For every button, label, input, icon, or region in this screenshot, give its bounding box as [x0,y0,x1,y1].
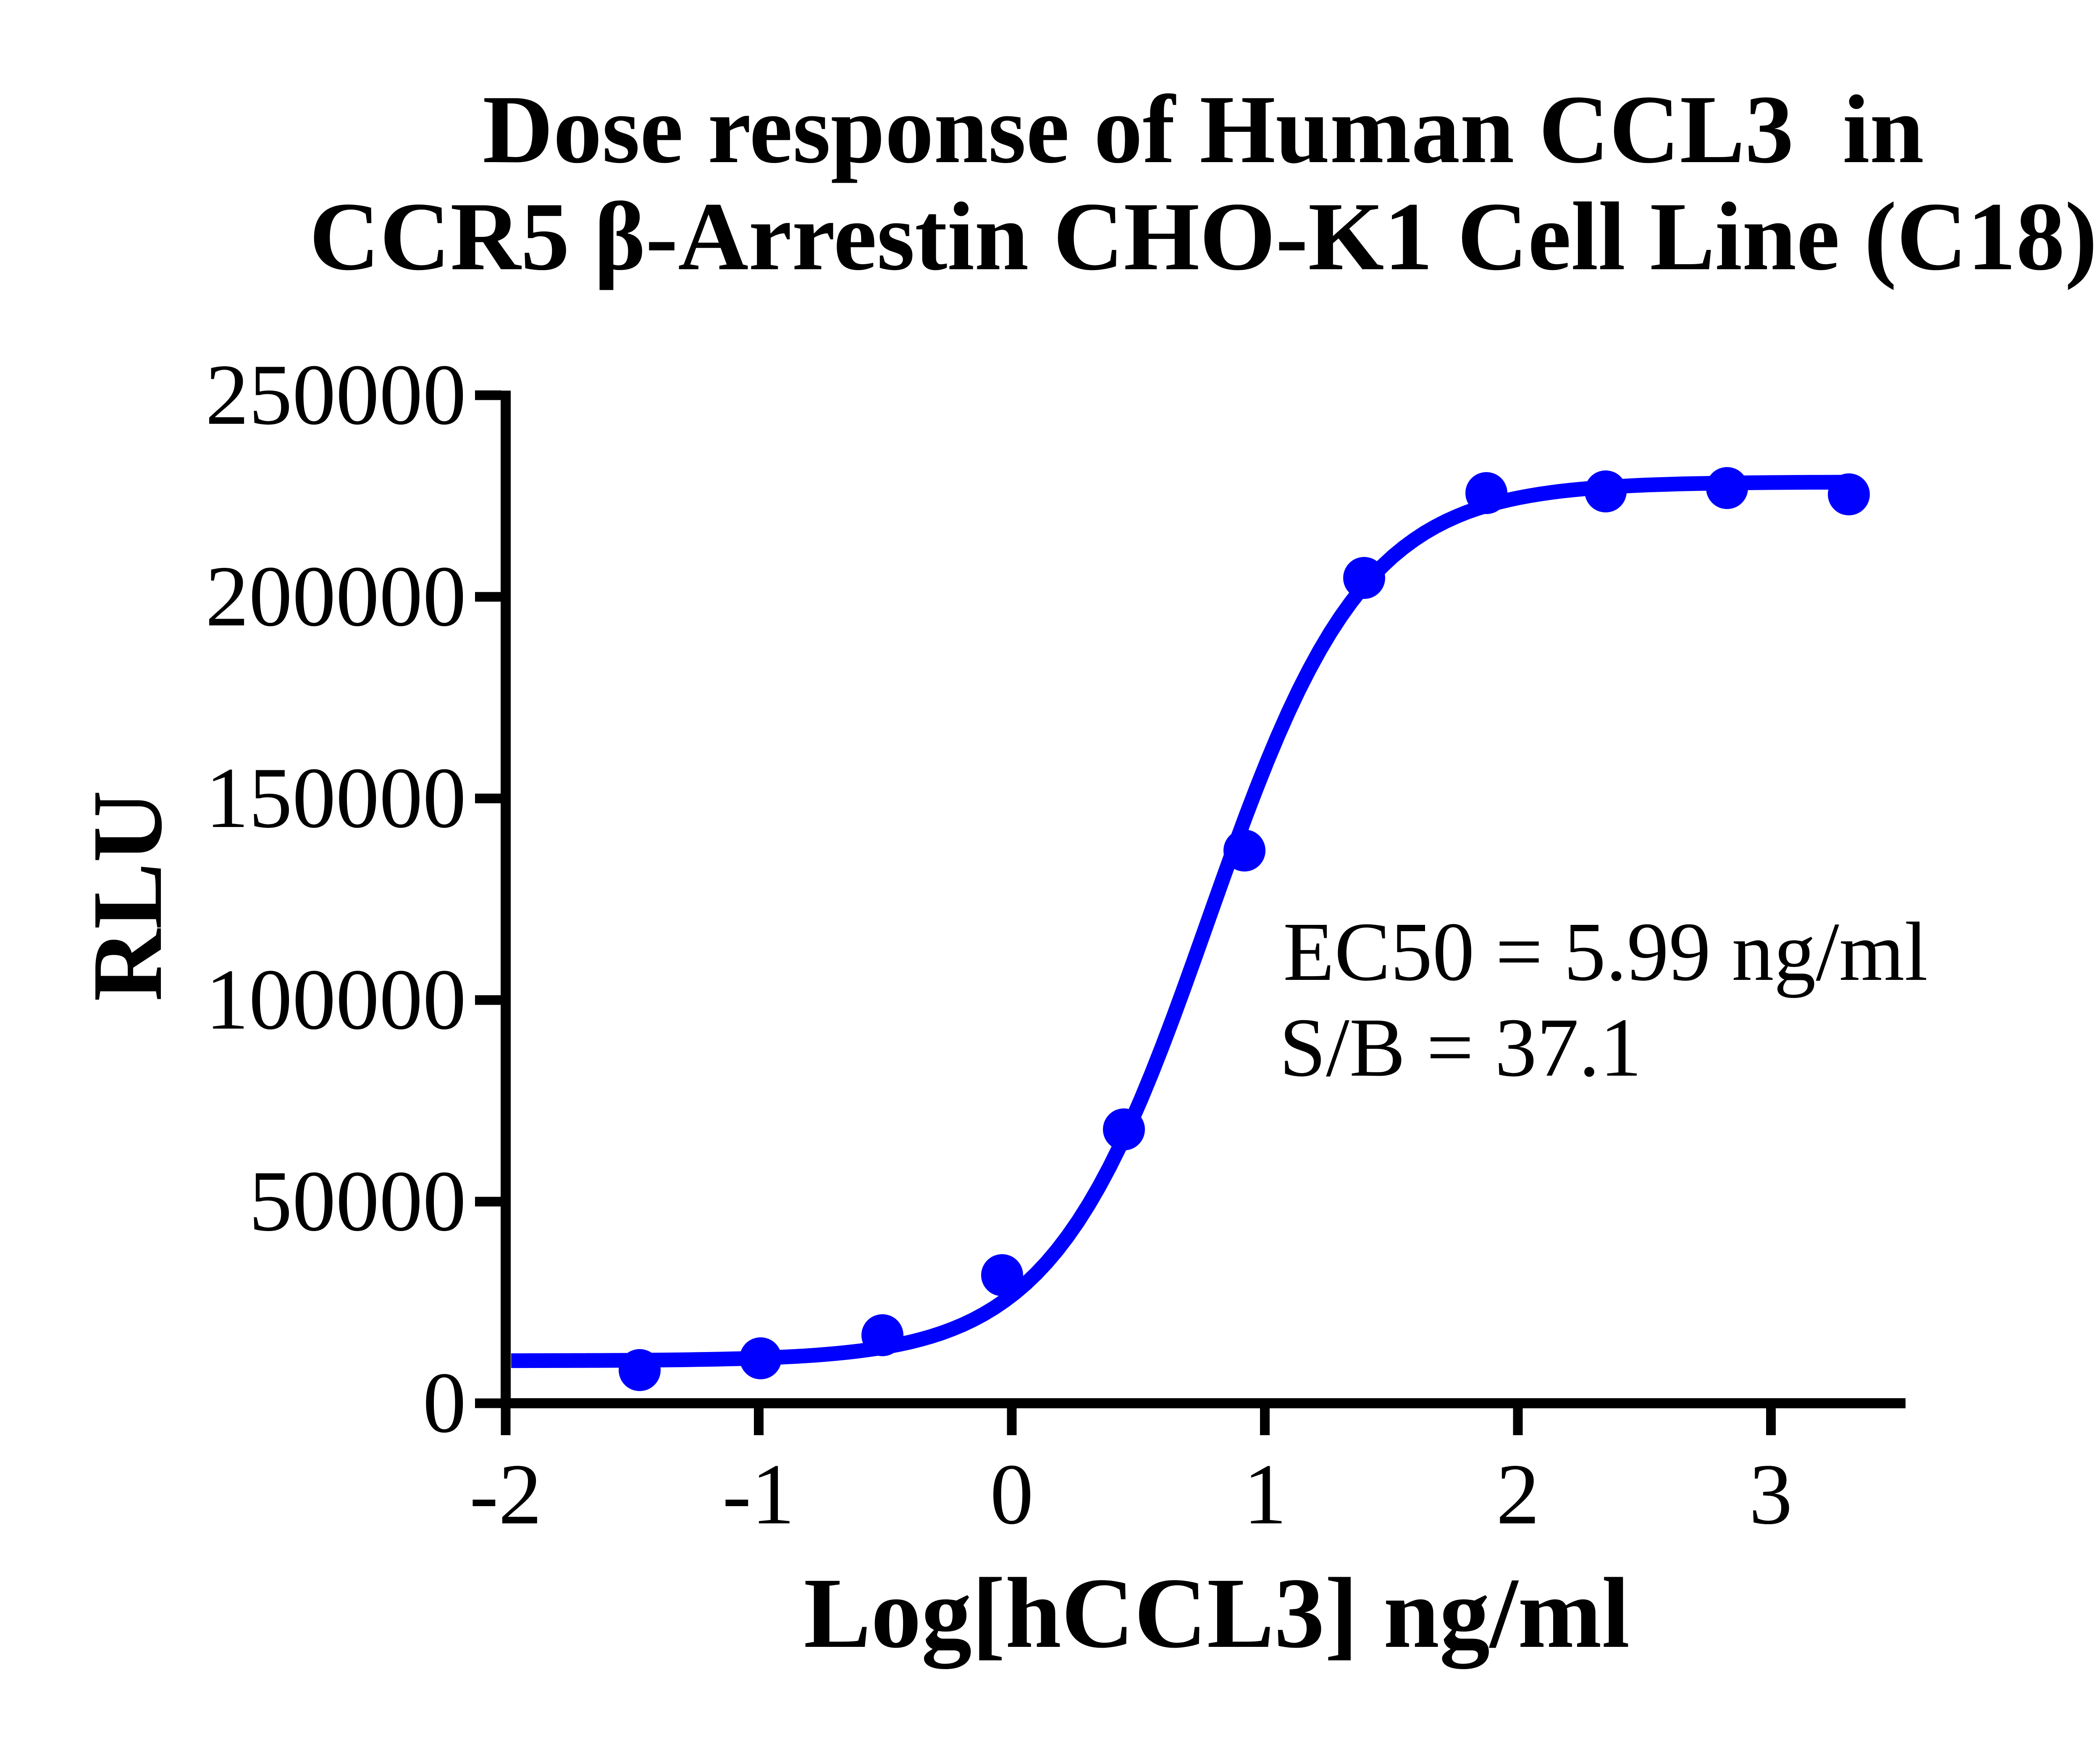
svg-text:200000: 200000 [205,548,466,644]
svg-text:3: 3 [1749,1446,1793,1542]
svg-text:0: 0 [423,1355,467,1451]
svg-text:RLU: RLU [72,790,183,1002]
svg-text:-1: -1 [722,1446,795,1542]
svg-text:100000: 100000 [205,951,466,1048]
svg-text:1: 1 [1243,1446,1287,1542]
svg-text:Dose response of Human CCL3 i: Dose response of Human CCL3 in [483,76,1924,184]
svg-text:50000: 50000 [249,1153,467,1249]
svg-text:EC50 = 5.99 ng/ml: EC50 = 5.99 ng/ml [1283,906,1928,998]
svg-text:150000: 150000 [205,750,466,846]
svg-text:0: 0 [990,1446,1034,1542]
svg-text:-2: -2 [470,1446,542,1542]
svg-text:2: 2 [1496,1446,1540,1542]
svg-text:S/B = 37.1: S/B = 37.1 [1279,1001,1642,1094]
svg-text:Log[hCCL3] ng/ml: Log[hCCL3] ng/ml [804,1557,1630,1669]
svg-text:250000: 250000 [205,347,466,443]
svg-text:CCR5 β-Arrestin CHO-K1 Cell Li: CCR5 β-Arrestin CHO-K1 Cell Line (C18) [309,183,2097,291]
